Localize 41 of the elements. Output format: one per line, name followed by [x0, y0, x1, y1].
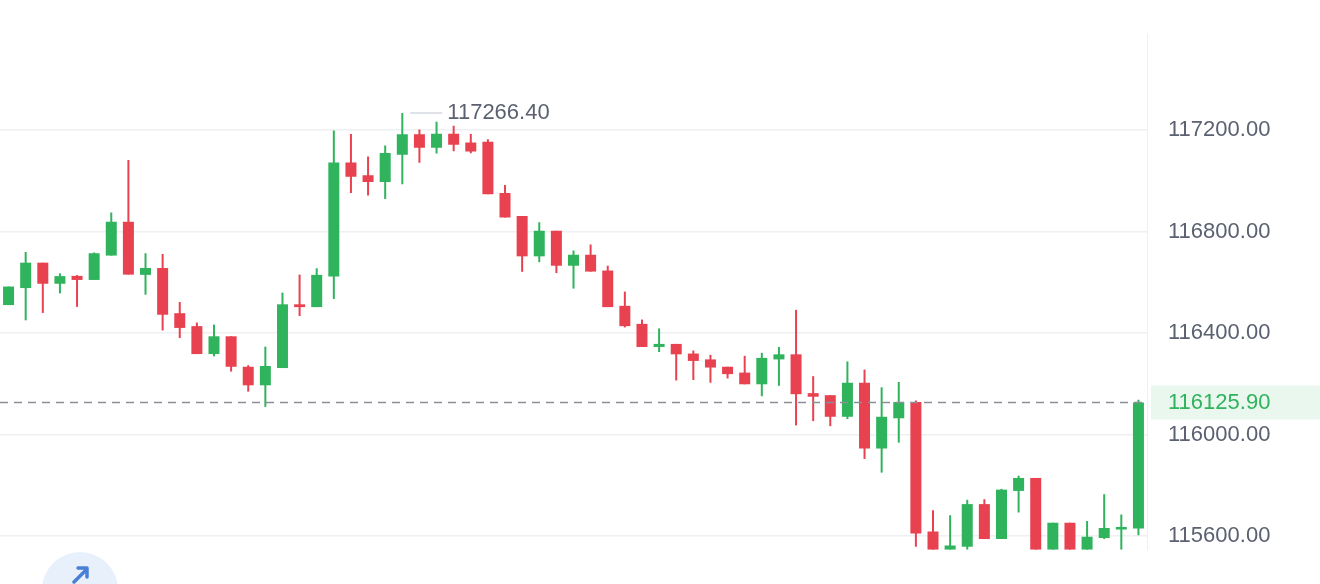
candlestick: [448, 124, 460, 153]
candlestick: [739, 354, 751, 386]
candlestick: [824, 394, 836, 428]
y-tick-label: 115600.00: [1168, 522, 1271, 548]
candlestick: [362, 155, 374, 197]
candlestick: [174, 301, 186, 340]
candlestick: [687, 349, 699, 381]
candlestick: [140, 252, 152, 296]
candlestick: [893, 381, 905, 444]
y-tick-label: 116800.00: [1168, 217, 1271, 243]
candlestick: [773, 345, 785, 387]
candlestick: [568, 249, 579, 290]
candlestick: [396, 112, 408, 186]
annotation: 117266.40: [447, 99, 550, 125]
candlestick: [208, 323, 220, 358]
candlestick: [54, 272, 66, 295]
candlestick: [944, 514, 956, 550]
ref-line-label: 116125.90: [1168, 388, 1271, 414]
candlestick: [294, 273, 306, 317]
candlestick: [653, 327, 665, 354]
y-tick-label: 116400.00: [1168, 319, 1271, 345]
candlestick: [636, 318, 648, 348]
candlestick: [1013, 474, 1025, 514]
candlestick: [345, 132, 357, 195]
candlestick: [585, 243, 597, 273]
candlestick: [465, 132, 477, 155]
candlestick: [704, 353, 716, 384]
candlestick: [1098, 493, 1110, 540]
candlestick: [807, 375, 819, 423]
candlestick: [431, 120, 443, 155]
candlestick: [37, 261, 49, 314]
candlestick: [1081, 520, 1093, 550]
candlestick: [242, 364, 254, 393]
candlestick: [927, 509, 939, 550]
candlestick: [259, 345, 271, 408]
candlestick: [619, 290, 631, 329]
y-tick-label: 117200.00: [1168, 115, 1271, 141]
candlestick: [670, 342, 682, 382]
y-tick-label: 116000.00: [1168, 420, 1271, 446]
candlestick: [413, 128, 425, 164]
candlestick: [71, 274, 83, 308]
